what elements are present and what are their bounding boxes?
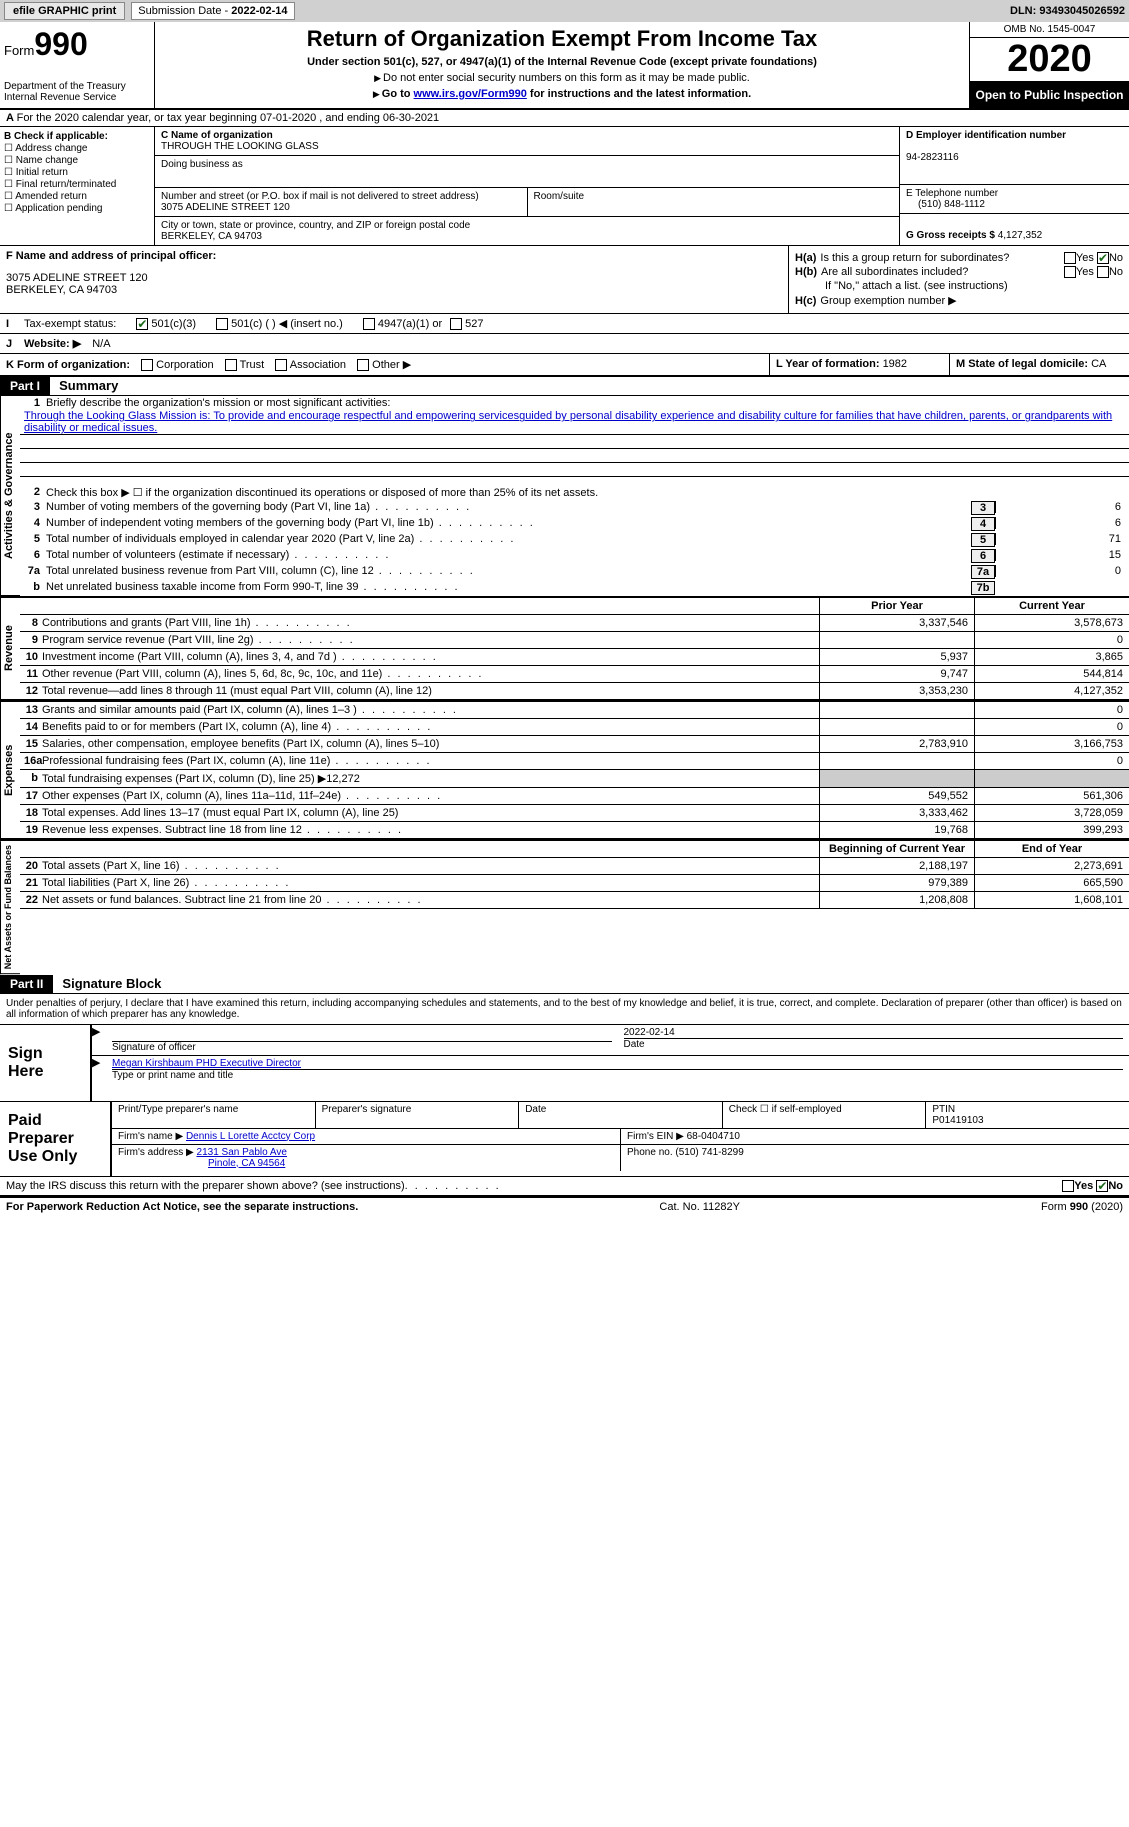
hb-yes[interactable] [1064, 266, 1076, 278]
year-formation: L Year of formation: 1982 [769, 354, 949, 375]
row-a-period: A For the 2020 calendar year, or tax yea… [0, 110, 1129, 127]
chk-4947[interactable] [363, 318, 375, 330]
chk-trust[interactable] [225, 359, 237, 371]
row-j-website: JWebsite: ▶ N/A [0, 334, 1129, 354]
chk-name[interactable]: ☐ Name change [4, 155, 150, 166]
chk-assoc[interactable] [275, 359, 287, 371]
vtab-expenses: Expenses [0, 702, 20, 839]
form-subtitle: Under section 501(c), 527, or 4947(a)(1)… [159, 56, 965, 68]
street-address: Number and street (or P.O. box if mail i… [155, 188, 527, 217]
tax-year: 2020 [970, 38, 1129, 82]
gross-receipts: G Gross receipts $ 4,127,352 [900, 214, 1129, 244]
open-to-public: Open to Public Inspection [970, 82, 1129, 108]
row-i-status: ITax-exempt status: 501(c)(3) 501(c) ( )… [0, 314, 1129, 334]
city-zip: City or town, state or province, country… [155, 217, 899, 245]
mission-text: Through the Looking Glass Mission is: To… [20, 410, 1129, 435]
form-number: Form990 [4, 26, 150, 63]
h-c: H(c)Group exemption number ▶ [795, 294, 1123, 307]
officer-label: F Name and address of principal officer: [6, 250, 782, 262]
b-header: B Check if applicable: [4, 131, 108, 142]
ha-yes[interactable] [1064, 252, 1076, 264]
chk-amended[interactable]: ☐ Amended return [4, 191, 150, 202]
dba: Doing business as [155, 156, 899, 188]
sign-here-label: Sign Here [0, 1025, 90, 1101]
footer: For Paperwork Reduction Act Notice, see … [0, 1197, 1129, 1216]
discuss-row: May the IRS discuss this return with the… [0, 1176, 1129, 1197]
form-header: Form990 Department of the Treasury Inter… [0, 22, 1129, 110]
declaration: Under penalties of perjury, I declare th… [0, 994, 1129, 1024]
chk-other[interactable] [357, 359, 369, 371]
link-note: Go to www.irs.gov/Form990 for instructio… [159, 88, 965, 100]
discuss-yes[interactable] [1062, 1180, 1074, 1192]
paid-preparer-block: Paid Preparer Use Only Print/Type prepar… [0, 1101, 1129, 1176]
governance-section: Activities & Governance 1Briefly describ… [0, 396, 1129, 596]
h-b-note: If "No," attach a list. (see instruction… [795, 280, 1123, 292]
part2-header: Part II Signature Block [0, 975, 1129, 994]
officer-addr2: BERKELEY, CA 94703 [6, 284, 782, 296]
chk-527[interactable] [450, 318, 462, 330]
state-domicile: M State of legal domicile: CA [949, 354, 1129, 375]
section-fh: F Name and address of principal officer:… [0, 246, 1129, 314]
part1-header: Part I Summary [0, 377, 1129, 396]
telephone: E Telephone number (510) 848-1112 [900, 185, 1129, 214]
firm-address: Firm's address ▶ 2131 San Pablo Ave Pino… [112, 1145, 621, 1171]
netassets-section: Net Assets or Fund Balances Beginning of… [0, 839, 1129, 974]
chk-address[interactable]: ☐ Address change [4, 143, 150, 154]
form-ref: Form 990 (2020) [1041, 1201, 1123, 1213]
expenses-section: Expenses 13Grants and similar amounts pa… [0, 700, 1129, 839]
ssn-note: Do not enter social security numbers on … [159, 72, 965, 84]
chk-initial[interactable]: ☐ Initial return [4, 167, 150, 178]
top-bar: efile GRAPHIC print Submission Date - 20… [0, 0, 1129, 22]
officer-name: Megan Kirshbaum PHD Executive Director T… [106, 1056, 1129, 1083]
efile-button[interactable]: efile GRAPHIC print [4, 2, 125, 20]
revenue-section: Revenue Prior YearCurrent Year 8Contribu… [0, 596, 1129, 700]
chk-final[interactable]: ☐ Final return/terminated [4, 179, 150, 190]
hb-no[interactable] [1097, 266, 1109, 278]
sign-here-block: Sign Here ▶ Signature of officer 2022-02… [0, 1024, 1129, 1101]
officer-signature[interactable]: Signature of officer [106, 1025, 618, 1055]
dln: DLN: 93493045026592 [1010, 5, 1125, 17]
ha-no[interactable] [1097, 252, 1109, 264]
submission-date: Submission Date - 2022-02-14 [131, 2, 294, 20]
paid-preparer-label: Paid Preparer Use Only [0, 1102, 110, 1176]
room-suite: Room/suite [527, 188, 900, 217]
chk-corp[interactable] [141, 359, 153, 371]
chk-501c3[interactable] [136, 318, 148, 330]
vtab-revenue: Revenue [0, 598, 20, 700]
vtab-governance: Activities & Governance [0, 396, 20, 596]
chk-application[interactable]: ☐ Application pending [4, 203, 150, 214]
h-b: H(b)Are all subordinates included? Yes N… [795, 266, 1123, 278]
vtab-netassets: Net Assets or Fund Balances [0, 841, 20, 974]
discuss-no[interactable] [1096, 1180, 1108, 1192]
h-a: H(a)Is this a group return for subordina… [795, 252, 1123, 264]
officer-addr1: 3075 ADELINE STREET 120 [6, 272, 782, 284]
ein: D Employer identification number 94-2823… [900, 127, 1129, 185]
dept-treasury: Department of the Treasury Internal Reve… [4, 81, 150, 103]
row-k: K Form of organization: Corporation Trus… [0, 354, 1129, 377]
section-bcd: B Check if applicable: ☐ Address change … [0, 127, 1129, 246]
org-name: C Name of organization THROUGH THE LOOKI… [155, 127, 899, 156]
form-title: Return of Organization Exempt From Incom… [159, 26, 965, 52]
irs-link[interactable]: www.irs.gov/Form990 [414, 88, 527, 100]
firm-name: Firm's name ▶ Dennis L Lorette Acctcy Co… [112, 1129, 621, 1144]
chk-501c[interactable] [216, 318, 228, 330]
omb-number: OMB No. 1545-0047 [970, 22, 1129, 38]
